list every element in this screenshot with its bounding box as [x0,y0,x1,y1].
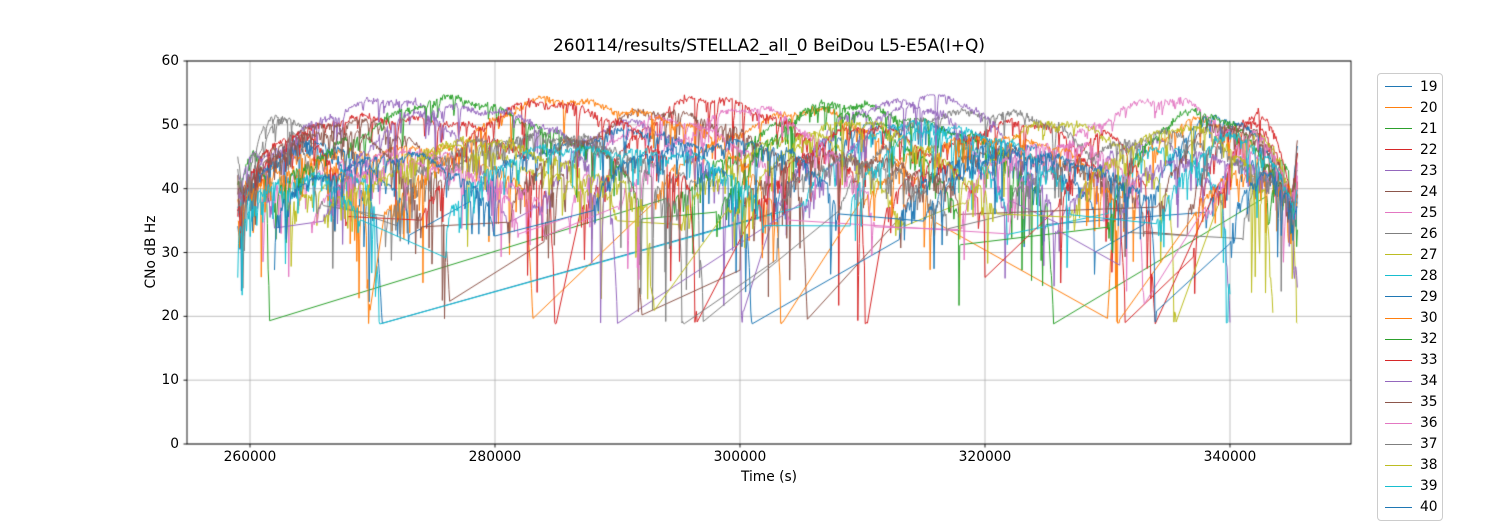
legend-item-33: 33 [1385,350,1442,371]
legend-item-40: 40 [1385,497,1442,518]
legend-line-sample [1385,338,1412,340]
legend-item-label: 34 [1420,373,1438,390]
legend-item-label: 33 [1420,352,1438,369]
legend-item-label: 25 [1420,204,1438,221]
legend-line-sample [1385,233,1412,235]
legend-item-28: 28 [1385,265,1442,286]
legend-item-label: 22 [1420,141,1438,158]
legend-item-25: 25 [1385,202,1442,223]
legend-item-39: 39 [1385,476,1442,497]
legend-item-label: 19 [1420,78,1438,95]
y-tick-label: 10 [161,372,179,389]
legend-item-21: 21 [1385,118,1442,139]
x-tick-label: 320000 [958,449,1012,465]
legend-line-sample [1385,380,1412,382]
legend-item-label: 26 [1420,225,1438,242]
y-tick-label: 60 [161,53,179,69]
legend-line-sample [1385,128,1412,130]
legend-item-23: 23 [1385,160,1442,181]
legend-item-27: 27 [1385,244,1442,265]
legend-item-label: 29 [1420,288,1438,305]
legend-item-label: 40 [1420,499,1438,516]
legend-line-sample [1385,443,1412,445]
legend-item-19: 19 [1385,76,1442,97]
legend-item-label: 37 [1420,436,1438,453]
legend-line-sample [1385,359,1412,361]
y-tick-label: 20 [161,308,179,325]
legend-item-35: 35 [1385,392,1442,413]
x-tick-label: 280000 [468,449,522,465]
legend-line-sample [1385,212,1412,214]
legend-line-sample [1385,464,1412,466]
legend-line-sample [1385,170,1412,172]
x-tick-label: 300000 [713,449,767,465]
legend-item-36: 36 [1385,413,1442,434]
legend-item-label: 23 [1420,162,1438,179]
legend-item-label: 35 [1420,394,1438,411]
legend-item-37: 37 [1385,434,1442,455]
legend-item-label: 28 [1420,267,1438,284]
legend-item-32: 32 [1385,329,1442,350]
legend-item-label: 38 [1420,457,1438,474]
legend-item-label: 36 [1420,415,1438,432]
chart-title: 260114/results/STELLA2_all_0 BeiDou L5-E… [552,36,986,56]
legend-line-sample [1385,254,1412,256]
legend-item-30: 30 [1385,308,1442,329]
legend-line-sample [1385,86,1412,88]
legend-line-sample [1385,401,1412,403]
y-tick-label: 40 [161,180,179,197]
y-tick-label: 50 [161,116,179,133]
legend: 19 20 21 22 23 24 25 26 27 28 29 30 32 33 34 35 36 37 38 39… [1377,73,1443,521]
legend-item-22: 22 [1385,139,1442,160]
legend-item-34: 34 [1385,371,1442,392]
legend-item-38: 38 [1385,455,1442,476]
legend-item-24: 24 [1385,181,1442,202]
legend-line-sample [1385,191,1412,193]
legend-line-sample [1385,485,1412,487]
legend-line-sample [1385,296,1412,298]
x-tick-label: 340000 [1203,449,1257,465]
legend-item-26: 26 [1385,223,1442,244]
legend-item-29: 29 [1385,286,1442,307]
plot-area [0,0,1500,500]
x-axis-label: Time (s) [740,469,798,485]
y-tick-label: 30 [161,244,179,261]
legend-item-label: 20 [1420,99,1438,116]
legend-item-label: 21 [1420,120,1438,137]
legend-item-label: 27 [1420,246,1438,263]
legend-line-sample [1385,506,1412,508]
legend-line-sample [1385,107,1412,109]
legend-item-label: 39 [1420,478,1438,495]
legend-line-sample [1385,317,1412,319]
legend-item-20: 20 [1385,97,1442,118]
legend-line-sample [1385,149,1412,151]
legend-item-label: 24 [1420,183,1438,200]
legend-item-label: 30 [1420,310,1438,327]
legend-line-sample [1385,422,1412,424]
legend-item-label: 32 [1420,331,1438,348]
y-tick-label: 0 [170,436,179,452]
x-tick-label: 260000 [223,449,277,465]
legend-line-sample [1385,275,1412,277]
